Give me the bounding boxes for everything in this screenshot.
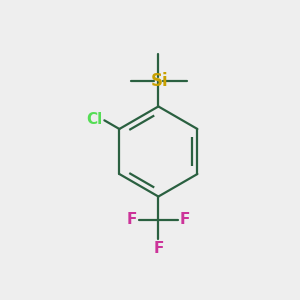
Text: Cl: Cl xyxy=(86,112,102,127)
Text: F: F xyxy=(153,241,164,256)
Text: F: F xyxy=(127,212,137,227)
Text: Si: Si xyxy=(151,72,168,90)
Text: F: F xyxy=(180,212,190,227)
